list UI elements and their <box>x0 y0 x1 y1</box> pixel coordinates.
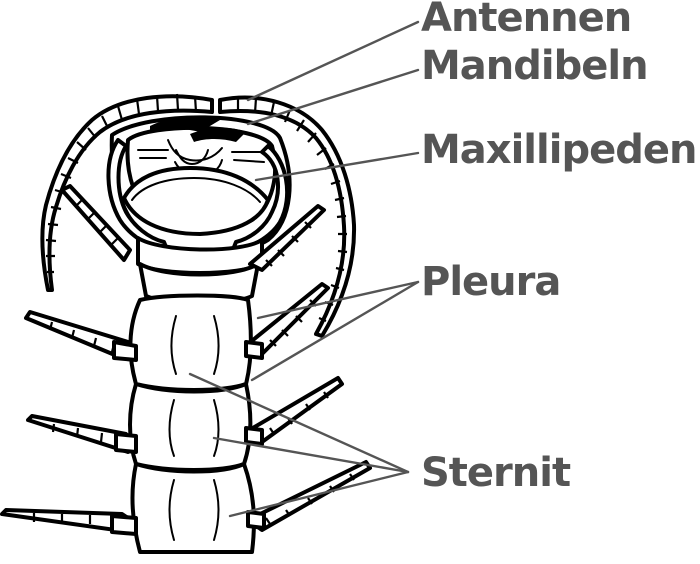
leader-sternit-2 <box>212 436 410 474</box>
right-antenna <box>218 95 357 338</box>
label-sternit: Sternit <box>421 450 571 496</box>
leader-lines <box>188 20 420 518</box>
leader-sternit-3 <box>228 470 410 518</box>
leader-pleura-2 <box>250 280 420 382</box>
head <box>109 115 292 255</box>
trunk <box>110 293 266 554</box>
leader-sternit-1 <box>188 372 410 474</box>
left-antenna <box>40 93 214 292</box>
label-antennen: Antennen <box>421 0 632 41</box>
leader-pleura-1 <box>256 280 420 320</box>
label-maxillipeden: Maxillipeden <box>421 127 697 173</box>
label-pleura: Pleura <box>421 259 561 305</box>
leader-antennen <box>246 20 420 102</box>
leader-mandibeln <box>246 68 420 126</box>
leader-maxillipeden <box>254 151 420 182</box>
label-mandibeln: Mandibeln <box>421 43 649 89</box>
